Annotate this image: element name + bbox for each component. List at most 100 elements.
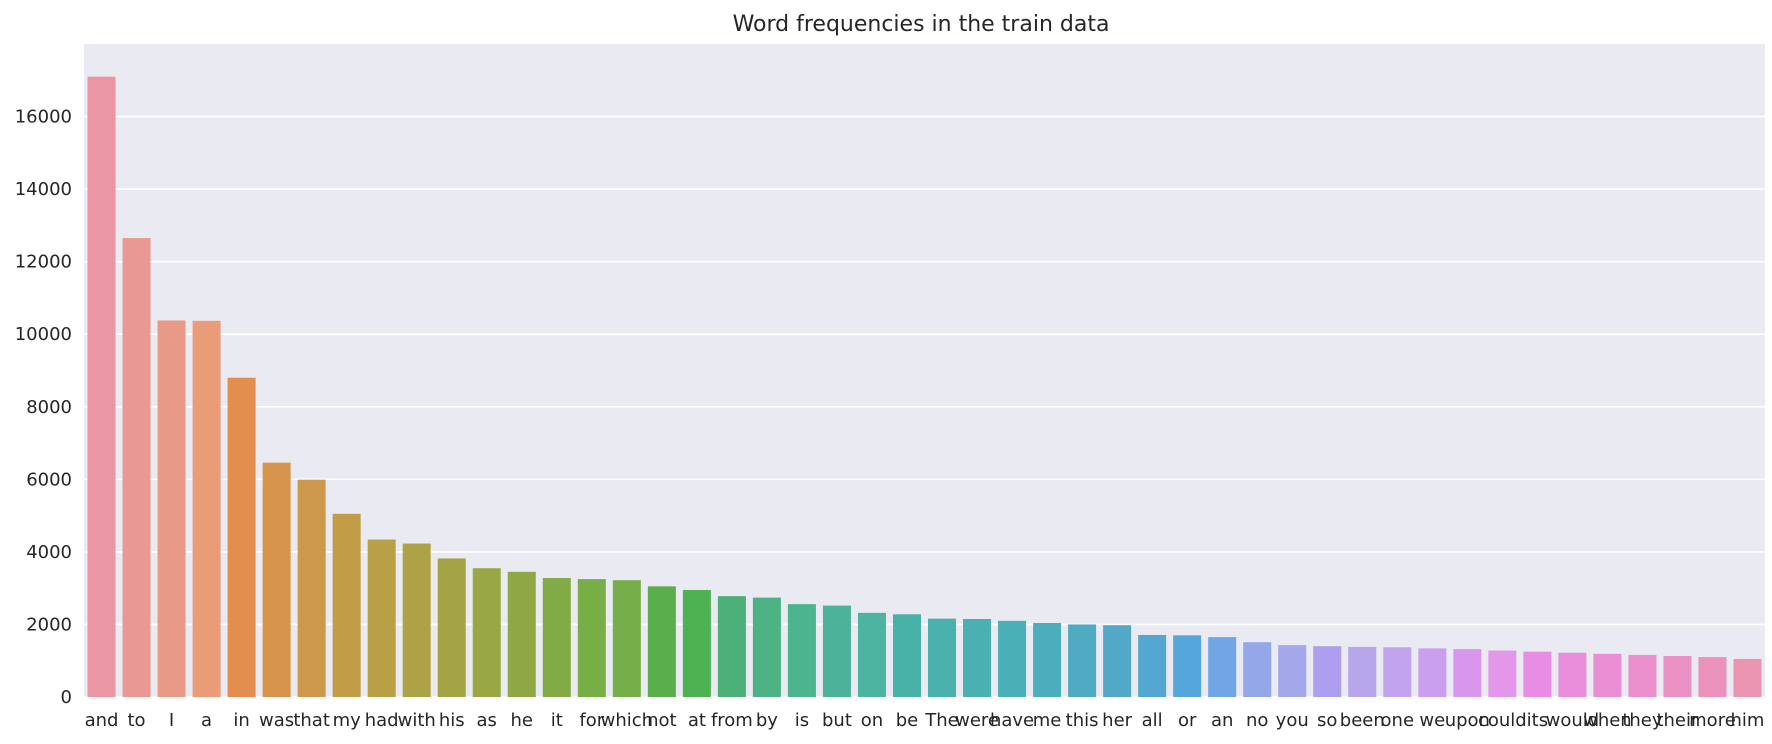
y-tick-label: 16000 xyxy=(15,107,72,128)
x-tick-label: his xyxy=(439,710,465,731)
gridlines xyxy=(84,115,1765,698)
bar-with xyxy=(402,543,431,697)
x-tick-label: more xyxy=(1689,710,1736,731)
x-tick-label: for xyxy=(579,710,604,731)
x-tick-label: and xyxy=(85,710,119,731)
bar-had xyxy=(367,539,396,697)
x-tick-label: their xyxy=(1656,710,1699,731)
y-tick-label: 4000 xyxy=(26,542,72,563)
y-tick-label: 8000 xyxy=(26,397,72,418)
x-tick-label: we xyxy=(1419,710,1445,731)
x-tick-label: I xyxy=(169,710,174,731)
x-tick-label: he xyxy=(511,710,533,731)
x-tick-label: but xyxy=(822,710,852,731)
bar-been xyxy=(1348,646,1377,697)
bar-The xyxy=(928,618,957,697)
x-tick-label: from xyxy=(711,710,753,731)
bar-this xyxy=(1068,624,1097,697)
x-tick-label: in xyxy=(233,710,249,731)
bar-be xyxy=(892,614,921,697)
x-tick-label: been xyxy=(1340,710,1385,731)
x-tick-label: an xyxy=(1211,710,1233,731)
bar-he xyxy=(507,571,536,697)
x-tick-label: be xyxy=(896,710,919,731)
x-tick-label: when xyxy=(1583,710,1632,731)
x-tick-label: him xyxy=(1731,710,1765,731)
x-tick-label: with xyxy=(398,710,436,731)
x-tick-label: so xyxy=(1317,710,1337,731)
bar-for xyxy=(577,579,606,697)
x-tick-label: they xyxy=(1622,710,1663,731)
bar-her xyxy=(1103,625,1132,697)
bar-him xyxy=(1733,658,1762,697)
bar-at xyxy=(682,589,711,697)
x-tick-label: one xyxy=(1381,710,1415,731)
bar-have xyxy=(998,620,1027,697)
bar-that xyxy=(297,479,326,697)
x-tick-label: to xyxy=(127,710,145,731)
bar-from xyxy=(717,596,746,697)
x-tick-label: upon xyxy=(1445,710,1490,731)
y-tick-label: 2000 xyxy=(26,614,72,635)
bar-were xyxy=(963,619,992,697)
y-tick-label: 12000 xyxy=(15,252,72,273)
x-tick-label: had xyxy=(365,710,399,731)
bar-you xyxy=(1278,645,1307,697)
x-tick-label: by xyxy=(756,710,778,731)
y-tick-label: 10000 xyxy=(15,324,72,345)
bar-by xyxy=(752,597,781,697)
x-tick-label: or xyxy=(1178,710,1197,731)
x-tick-label: this xyxy=(1066,710,1099,731)
bar-it xyxy=(542,578,571,697)
bars xyxy=(87,76,1762,697)
bar-more xyxy=(1698,657,1727,697)
y-axis-ticks: 0 2000 4000 6000 8000 10000 12000 14000 16000 xyxy=(15,107,72,708)
bar-me xyxy=(1033,622,1062,697)
bar-a xyxy=(192,320,221,697)
x-tick-label: no xyxy=(1246,710,1268,731)
bar-his xyxy=(437,558,466,697)
bar-and xyxy=(87,76,116,697)
bar-is xyxy=(787,604,816,697)
x-tick-label: on xyxy=(861,710,883,731)
bar-its xyxy=(1523,651,1552,697)
chart-title: Word frequencies in the train data xyxy=(733,12,1110,37)
x-tick-label: me xyxy=(1033,710,1062,731)
x-tick-label: which xyxy=(601,710,653,731)
x-tick-label: not xyxy=(647,710,676,731)
y-tick-label: 0 xyxy=(61,687,72,708)
x-tick-label: have xyxy=(990,710,1034,731)
bar-so xyxy=(1313,646,1342,697)
x-tick-label: my xyxy=(333,710,362,731)
bar-I xyxy=(157,320,186,697)
plot-background xyxy=(84,44,1765,697)
bar-would xyxy=(1558,652,1587,697)
bar-my xyxy=(332,513,361,697)
bar-one xyxy=(1383,647,1412,697)
x-tick-label: its xyxy=(1527,710,1548,731)
bar-they xyxy=(1628,654,1657,697)
bar-not xyxy=(647,586,676,697)
bar-we xyxy=(1418,648,1447,697)
x-tick-label: her xyxy=(1102,710,1132,731)
bar-on xyxy=(857,612,886,697)
x-tick-label: you xyxy=(1276,710,1309,731)
x-tick-label: that xyxy=(293,710,330,731)
bar-in xyxy=(227,377,256,697)
x-tick-label: a xyxy=(201,710,212,731)
x-tick-label: were xyxy=(955,710,999,731)
bar-no xyxy=(1243,642,1272,697)
x-tick-label: at xyxy=(688,710,706,731)
x-tick-label: The xyxy=(924,710,958,731)
y-tick-label: 6000 xyxy=(26,469,72,490)
bar-to xyxy=(122,238,151,697)
bar-upon xyxy=(1453,649,1482,697)
bar-an xyxy=(1208,637,1237,697)
bar-or xyxy=(1173,635,1202,697)
y-tick-label: 14000 xyxy=(15,179,72,200)
bar-all xyxy=(1138,634,1167,697)
x-tick-label: it xyxy=(551,710,563,731)
x-tick-label: is xyxy=(795,710,809,731)
